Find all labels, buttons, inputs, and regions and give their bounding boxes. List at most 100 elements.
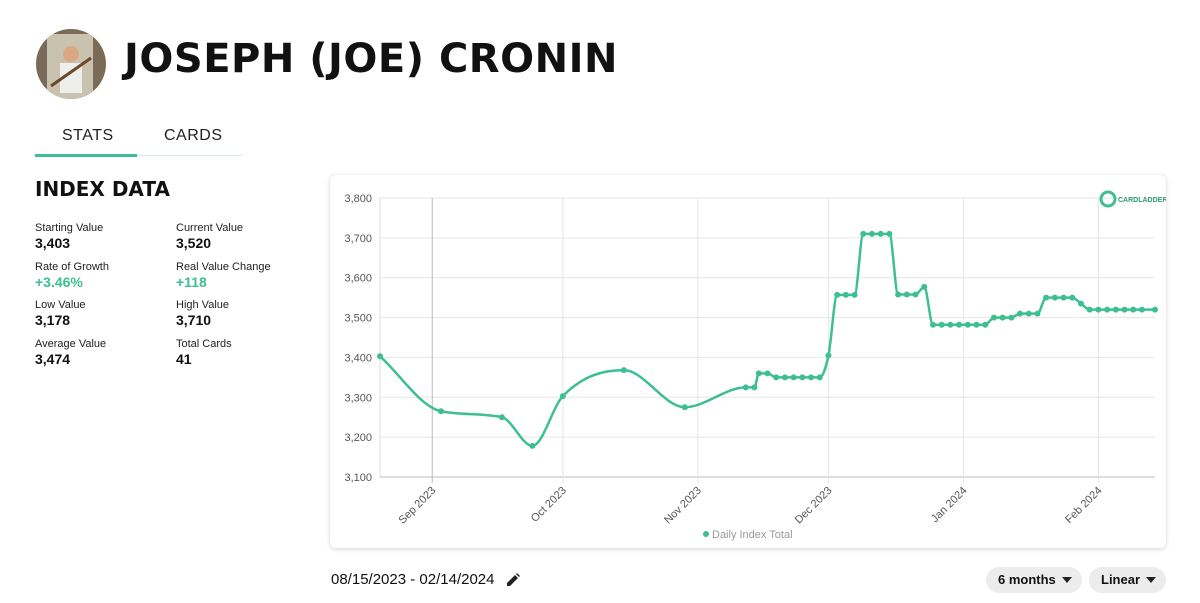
point xyxy=(751,384,758,391)
point xyxy=(437,408,444,415)
point xyxy=(1104,306,1111,313)
point xyxy=(1025,310,1032,317)
stat-label: Current Value xyxy=(176,222,244,234)
chart-card xyxy=(330,175,1166,548)
stat-label: Low Value xyxy=(35,299,86,311)
point xyxy=(1095,306,1102,313)
scale-select[interactable]: Linear xyxy=(1089,567,1167,593)
stat: Average Value 3,474 xyxy=(35,338,106,367)
point xyxy=(1112,306,1119,313)
stat-label: Total Cards xyxy=(176,337,232,350)
point xyxy=(808,374,815,381)
point xyxy=(529,442,536,449)
point xyxy=(877,230,884,237)
point xyxy=(377,353,383,360)
y-tick-label: 3,200 xyxy=(344,432,372,444)
point xyxy=(947,321,954,328)
stat-label: High Value xyxy=(176,299,229,311)
point xyxy=(1121,306,1128,313)
stat-value: 3,403 xyxy=(35,235,71,251)
x-tick-label: Sep 2023 xyxy=(397,485,439,527)
logo: CARDLADDER xyxy=(1099,190,1166,208)
point xyxy=(1008,314,1015,321)
point xyxy=(1060,294,1067,301)
stat: Low Value 3,178 xyxy=(35,299,86,328)
legend-marker xyxy=(703,531,709,537)
point xyxy=(956,321,963,328)
point xyxy=(620,367,627,374)
tab-cards[interactable]: CARDS xyxy=(164,127,223,144)
point xyxy=(790,374,797,381)
point xyxy=(773,374,780,381)
point xyxy=(912,291,919,298)
stat: Current Value 3,520 xyxy=(176,222,243,251)
point xyxy=(999,314,1006,321)
chart: 3,100 3,200 3,300 3,400 3,500 3,600 3,700 3,800… xyxy=(344,190,1166,541)
point xyxy=(990,314,997,321)
point xyxy=(799,374,806,381)
stat: Real Value Change +118 xyxy=(176,261,271,290)
point xyxy=(929,321,936,328)
y-tick-label: 3,600 xyxy=(344,273,372,285)
point xyxy=(1017,310,1024,317)
stat: Starting Value 3,403 xyxy=(35,222,103,251)
point xyxy=(842,291,849,298)
stat: Total Cards 41 xyxy=(176,338,232,367)
stat: High Value 3,710 xyxy=(176,299,229,328)
x-tick-label: Nov 2023 xyxy=(662,485,704,527)
point xyxy=(1138,306,1145,313)
stat-value: 41 xyxy=(176,350,192,367)
x-tick-label: Oct 2023 xyxy=(529,485,569,525)
tab-stats[interactable]: STATS xyxy=(62,127,114,144)
y-tick-label: 3,800 xyxy=(344,193,372,205)
point xyxy=(895,291,902,298)
tab-indicator xyxy=(35,154,137,157)
stat-label: Average Value xyxy=(35,337,107,350)
point xyxy=(903,291,910,298)
stat-label: Starting Value xyxy=(35,222,104,234)
y-tick-label: 3,700 xyxy=(344,233,372,245)
stat-value: 3,710 xyxy=(176,312,212,328)
point xyxy=(498,414,505,421)
stat-label: Rate of Growth xyxy=(35,260,109,273)
point xyxy=(1043,294,1050,301)
point xyxy=(973,321,980,328)
avatar xyxy=(36,29,106,99)
point xyxy=(964,321,971,328)
page-title: JOSEPH (JOE) CRONIN xyxy=(124,36,618,82)
point xyxy=(781,374,788,381)
y-tick-label: 3,100 xyxy=(344,472,372,484)
tab-rule xyxy=(35,155,243,156)
point xyxy=(921,283,928,290)
x-tick-label: Feb 2024 xyxy=(1063,485,1104,526)
point xyxy=(1077,300,1084,307)
point xyxy=(851,291,858,298)
y-tick-label: 3,300 xyxy=(344,392,372,404)
point xyxy=(982,321,989,328)
stat-label: Real Value Change xyxy=(176,260,271,273)
point xyxy=(886,230,893,237)
edit-icon[interactable] xyxy=(505,572,521,588)
point xyxy=(1051,294,1058,301)
point xyxy=(868,230,875,237)
point xyxy=(1086,306,1093,313)
point xyxy=(1034,310,1041,317)
point xyxy=(1152,306,1158,313)
stat: Rate of Growth +3.46% xyxy=(35,261,109,290)
point xyxy=(764,370,771,377)
period-select[interactable]: 6 months xyxy=(986,567,1082,593)
stat-value: +3.46% xyxy=(35,273,83,290)
y-tick-label: 3,500 xyxy=(344,313,372,325)
stat-value: 3,178 xyxy=(35,312,71,328)
point xyxy=(825,352,832,359)
stat-value: 3,520 xyxy=(176,235,212,251)
stat-value: 3,474 xyxy=(35,350,71,367)
point xyxy=(1069,294,1076,301)
point xyxy=(559,393,566,400)
point xyxy=(816,374,823,381)
legend-label: Daily Index Total xyxy=(712,529,793,541)
point xyxy=(938,321,945,328)
point xyxy=(742,384,749,391)
point xyxy=(1130,306,1137,313)
